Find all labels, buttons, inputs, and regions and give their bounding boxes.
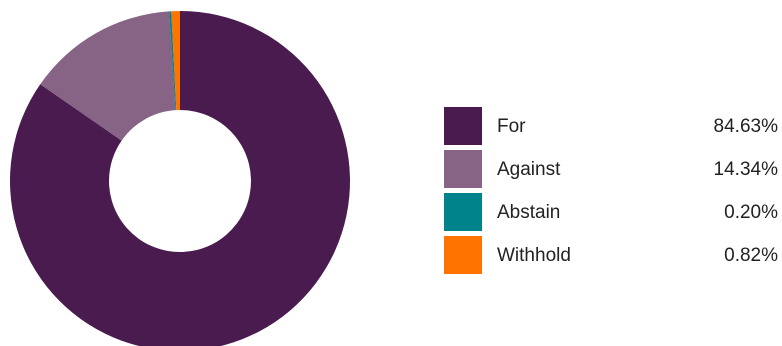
legend-swatch-withhold [444, 236, 482, 274]
legend-item-against: Against 14.34% [444, 150, 778, 188]
slice-withhold [171, 11, 180, 111]
chart-legend: For 84.63% Against 14.34% Abstain 0.20% … [444, 107, 778, 279]
legend-label-against: Against [497, 159, 561, 180]
legend-value-withhold: 0.82% [724, 245, 778, 266]
legend-item-abstain: Abstain 0.20% [444, 193, 778, 231]
legend-value-for: 84.63% [713, 116, 778, 137]
legend-label-abstain: Abstain [497, 202, 561, 223]
legend-label-for: For [497, 116, 526, 137]
legend-swatch-for [444, 107, 482, 145]
slice-against [40, 11, 176, 141]
legend-value-abstain: 0.20% [724, 202, 778, 223]
slice-for [10, 11, 350, 346]
legend-item-withhold: Withhold 0.82% [444, 236, 778, 274]
legend-swatch-abstain [444, 193, 482, 231]
legend-swatch-against [444, 150, 482, 188]
legend-item-for: For 84.63% [444, 107, 778, 145]
legend-value-against: 14.34% [713, 159, 778, 180]
slice-abstain [169, 11, 177, 111]
legend-label-withhold: Withhold [497, 245, 571, 266]
donut-plot [10, 11, 350, 346]
